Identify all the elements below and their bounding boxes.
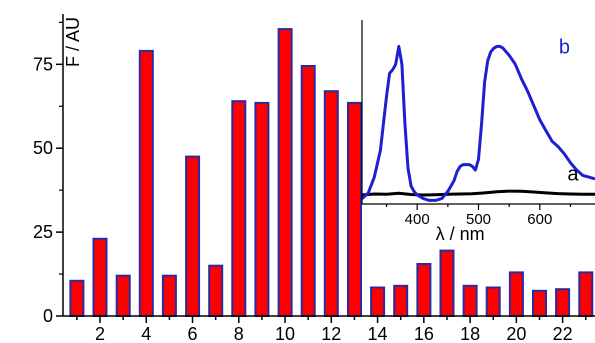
inset-x-tick-label-500: 500 [466, 211, 491, 228]
bar-14 [370, 286, 386, 317]
spectrum-line-b [361, 44, 595, 202]
spectrum-line-a [361, 189, 595, 197]
bar-17 [439, 249, 455, 318]
bar-23 [578, 271, 594, 317]
y-tick-label-75: 75 [33, 54, 53, 74]
x-tick-label-4: 4 [141, 324, 151, 343]
bar-11 [300, 65, 316, 317]
x-tick-label-10: 10 [275, 324, 295, 343]
bar-21 [532, 289, 547, 317]
x-tick-label-2: 2 [95, 324, 105, 343]
bar-10 [277, 28, 293, 317]
bar-5 [161, 274, 177, 318]
inset-background [362, 16, 595, 205]
y-tick-label-0: 0 [43, 306, 53, 326]
y-axis-title: F / AU [63, 17, 83, 67]
bar-7 [208, 264, 224, 318]
bar-22 [555, 288, 571, 318]
main-axes: 0 25 50 75 2 4 6 8 10 12 14 16 18 20 22 F / AU [33, 14, 595, 343]
bar-12 [323, 90, 339, 317]
x-tick-label-8: 8 [234, 324, 244, 343]
series-label-a: a [567, 164, 579, 186]
bar-16 [416, 263, 432, 317]
bar-13 [347, 101, 362, 318]
x-tick-label-12: 12 [321, 324, 341, 343]
x-tick-label-16: 16 [414, 324, 434, 343]
bar-4 [138, 49, 154, 318]
bar-1 [69, 279, 85, 317]
series-label-b: b [559, 37, 570, 59]
y-tick-label-25: 25 [33, 222, 53, 242]
bar-6 [185, 155, 201, 317]
x-tick-label-20: 20 [506, 324, 526, 343]
inset-x-tick-label-600: 600 [527, 211, 552, 228]
x-tick-label-14: 14 [368, 324, 388, 343]
bar-20 [508, 271, 524, 317]
bar-19 [485, 286, 501, 317]
y-tick-label-50: 50 [33, 138, 53, 158]
x-tick-label-6: 6 [188, 324, 198, 343]
x-tick-label-18: 18 [460, 324, 480, 343]
bar-3 [115, 274, 131, 318]
bar-15 [393, 284, 409, 317]
inset-x-axis-title: λ / nm [436, 224, 485, 244]
bar-18 [462, 284, 478, 317]
inset-x-tick-label-400: 400 [405, 211, 430, 228]
bar-2 [92, 237, 108, 317]
inset-plot: 400 500 600 λ / nm a b [361, 16, 595, 244]
x-tick-label-22: 22 [553, 324, 573, 343]
bar-9 [254, 101, 270, 318]
bar-8 [231, 100, 247, 317]
